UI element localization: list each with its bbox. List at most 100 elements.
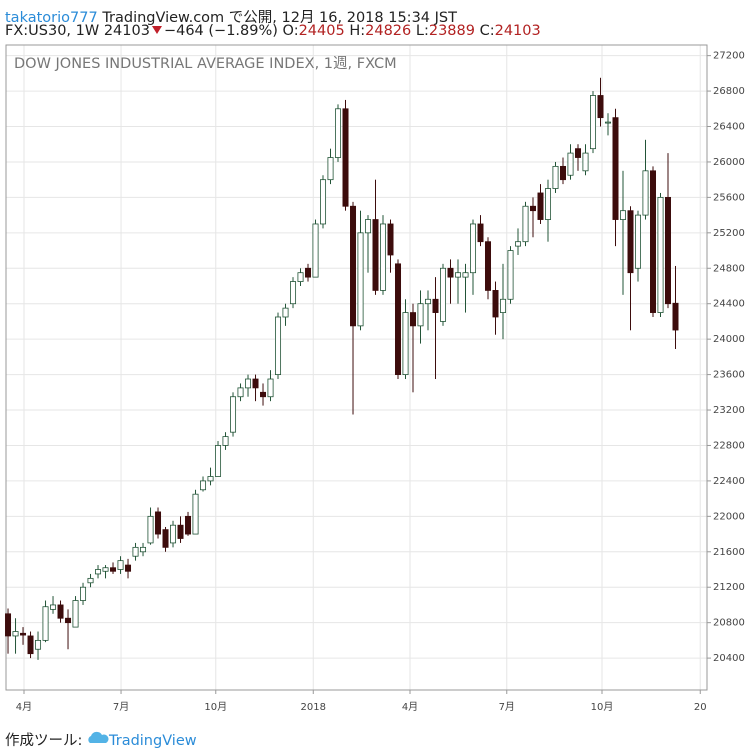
candle-body <box>57 604 64 619</box>
candle-body <box>402 312 409 375</box>
chart-title: DOW JONES INDUSTRIAL AVERAGE INDEX, 1週, … <box>14 55 397 72</box>
x-tick-label: 4月 <box>402 701 418 713</box>
candle-body <box>657 196 664 313</box>
candle-body <box>455 272 462 278</box>
candle-body <box>650 170 657 313</box>
candle-body <box>215 445 222 477</box>
candle-body <box>170 524 177 544</box>
y-tick-label: 24400 <box>713 299 745 310</box>
candle-body <box>132 546 139 557</box>
y-tick-label: 25200 <box>713 228 745 239</box>
candle-body <box>425 298 432 305</box>
y-tick-label: 20800 <box>713 618 745 629</box>
user-link[interactable]: takatorio777 <box>5 10 98 26</box>
candle-body <box>432 298 439 313</box>
candle-body <box>185 515 192 535</box>
candle-body <box>147 515 154 544</box>
x-tick-label: 10月 <box>204 701 227 713</box>
candle-body <box>500 298 507 313</box>
candle-body <box>485 241 492 291</box>
candle-body <box>342 108 349 207</box>
candle-body <box>365 219 372 234</box>
close-label: C: <box>479 23 495 39</box>
candle-body <box>35 639 42 650</box>
candle-body <box>335 108 342 158</box>
candle-body <box>417 303 424 327</box>
y-tick-label: 27200 <box>713 51 745 62</box>
candle-body <box>282 307 289 318</box>
high-value: 24826 <box>365 23 412 39</box>
y-tick-label: 26400 <box>713 122 745 133</box>
candle-body <box>327 157 334 181</box>
candle-body <box>372 219 379 291</box>
candle-body <box>87 577 94 584</box>
candle-body <box>110 567 117 572</box>
candle-body <box>267 378 274 398</box>
candle-body <box>597 95 604 119</box>
candle-body <box>230 396 237 433</box>
candle-body <box>252 378 259 389</box>
y-tick-label: 22800 <box>713 440 745 451</box>
open-value: 24405 <box>298 23 345 39</box>
candle-body <box>410 312 417 327</box>
candle-body <box>357 232 364 327</box>
candle-body <box>275 316 282 375</box>
candle-body <box>620 210 627 220</box>
candle-body <box>530 205 537 212</box>
candle-body <box>320 179 327 225</box>
candle-body <box>582 152 589 172</box>
candle-body <box>312 223 319 278</box>
candle-body <box>237 387 244 398</box>
close-value: 24103 <box>494 23 541 39</box>
candle-body <box>635 214 642 269</box>
candle-body <box>155 511 162 535</box>
candle-body <box>80 586 87 601</box>
candle-body <box>665 196 672 305</box>
candle-body <box>42 606 49 641</box>
y-tick-label: 26000 <box>713 157 745 168</box>
y-tick-label: 21600 <box>713 547 745 558</box>
y-tick-label: 22400 <box>713 476 745 487</box>
chart: 20400 20800 21200 21600 22000 22400 22800 23200… <box>5 44 745 713</box>
candle-body <box>5 613 12 637</box>
open-label: O: <box>282 23 299 39</box>
y-tick-label: 21200 <box>713 582 745 593</box>
candle-body <box>125 564 132 572</box>
candle-body <box>260 391 267 398</box>
candle-body <box>117 560 124 570</box>
candle-body <box>207 476 214 482</box>
candle-body <box>140 546 147 553</box>
header-line-2: FX:US30, 1W 24103 −464 (−1.89%) O:24405 H… <box>5 23 541 39</box>
y-tick-label: 23200 <box>713 405 745 416</box>
candle-body <box>560 165 567 181</box>
high-label: H: <box>349 23 366 39</box>
tv-logo <box>88 731 109 743</box>
candle-body <box>222 436 229 446</box>
header-line-1: takatorio777 TradingView.com で公開, 12月 16… <box>5 6 457 27</box>
candle-body <box>545 188 552 220</box>
x-tick-label: 4月 <box>16 701 32 713</box>
candle-body <box>672 302 679 331</box>
symbol: FX:US30, 1W 24103 <box>5 23 150 39</box>
candle-body <box>470 223 477 274</box>
candle-body <box>65 617 72 624</box>
candle-body <box>447 267 454 278</box>
change: −464 (−1.89%) <box>163 23 278 39</box>
candle-body <box>12 631 19 637</box>
x-tick-label: 7月 <box>499 701 515 713</box>
candle-body <box>245 378 252 389</box>
candle-body <box>95 569 102 575</box>
candle-body <box>162 529 169 548</box>
y-tick-label: 23600 <box>713 370 745 381</box>
candle-body <box>567 152 574 176</box>
y-tick-label: 24800 <box>713 263 745 274</box>
candle-body <box>552 165 559 189</box>
candle-body <box>192 493 199 535</box>
candle-body <box>177 524 184 539</box>
brand-link[interactable]: TradingView <box>109 733 197 749</box>
candle-body <box>380 223 387 291</box>
candle-body <box>20 632 27 636</box>
x-tick-label: 7月 <box>113 701 129 713</box>
down-arrow <box>151 26 162 34</box>
